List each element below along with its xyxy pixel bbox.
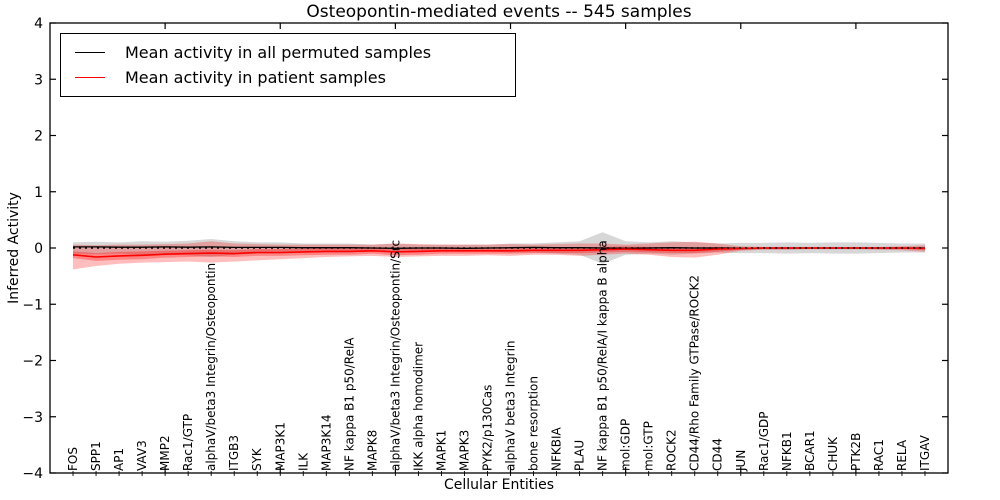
legend-line-sample-patient: [75, 77, 105, 78]
y-tick-label: −2: [22, 354, 43, 370]
legend: Mean activity in all permuted samples Me…: [60, 33, 516, 97]
chart-title: Osteopontin-mediated events -- 545 sampl…: [306, 2, 692, 22]
x-entity-label: alphaV beta3 Integrin: [504, 340, 518, 471]
x-entity-label: CHUK: [826, 436, 840, 471]
x-entity-label: IKK alpha homodimer: [411, 342, 425, 471]
x-entity-label: MAP3K1: [273, 422, 287, 471]
legend-line-sample-permuted: [75, 52, 105, 53]
x-entity-label: NFKBIA: [550, 426, 564, 471]
y-tick-label: −4: [22, 466, 43, 482]
legend-item-permuted: Mean activity in all permuted samples: [75, 43, 515, 62]
x-entity-label: Rac1/GTP: [181, 414, 195, 471]
legend-label-patient: Mean activity in patient samples: [125, 68, 386, 87]
x-entity-label: alphaV/beta3 Integrin/Osteopontin: [204, 263, 218, 471]
x-entity-label: PLAU: [573, 440, 587, 471]
x-entity-label: NFKB1: [780, 431, 794, 471]
x-entity-label: mol:GTP: [642, 421, 656, 471]
x-entity-label: MMP2: [158, 435, 172, 471]
x-entity-label: Rac1/GDP: [757, 412, 771, 471]
x-entity-label: JUN: [734, 450, 748, 472]
y-tick-label: 4: [34, 16, 43, 32]
x-entity-label: SYK: [250, 447, 264, 471]
legend-item-patient: Mean activity in patient samples: [75, 68, 515, 87]
x-entity-label: PYK2/p130Cas: [480, 385, 494, 471]
x-entity-label: NF kappa B1 p50/RelA/I kappa B alpha: [596, 240, 610, 471]
x-entity-label: VAV3: [135, 440, 149, 471]
y-axis-label: Inferred Activity: [6, 192, 22, 304]
x-entity-label: bone resorption: [527, 376, 541, 471]
x-entity-label: CD44/Rho Family GTPase/ROCK2: [688, 275, 702, 471]
x-entity-label: RELA: [895, 439, 909, 471]
y-tick-label: 3: [34, 72, 43, 88]
x-entity-label: ILK: [296, 452, 310, 471]
y-tick-label: 0: [34, 241, 43, 257]
y-tick-label: −1: [22, 297, 43, 313]
y-tick-label: −3: [22, 410, 43, 426]
x-entity-label: CD44: [711, 438, 725, 471]
x-entity-label: ROCK2: [665, 429, 679, 471]
x-entity-label: MAPK3: [457, 430, 471, 471]
x-entity-label: SPP1: [89, 441, 103, 471]
y-tick-label: 1: [34, 185, 43, 201]
x-entity-label: ITGAV: [918, 434, 932, 471]
x-axis-label: Cellular Entities: [443, 477, 555, 493]
x-entity-label: MAPK1: [434, 430, 448, 471]
x-entity-label: mol:GDP: [619, 419, 633, 471]
x-entity-label: PTK2B: [849, 433, 863, 471]
x-entity-label: FOS: [66, 447, 80, 471]
y-tick-label: 2: [34, 129, 43, 145]
x-entity-label: alphaV/beta3 Integrin/Osteopontin/Src: [388, 240, 402, 471]
x-entity-label: ITGB3: [227, 435, 241, 471]
x-entity-label: RAC1: [872, 439, 886, 471]
x-entity-label: BCAR1: [803, 430, 817, 471]
x-entity-label: NF kappa B1 p50/RelA: [342, 337, 356, 471]
x-entity-label: MAP3K14: [319, 414, 333, 471]
x-entity-label: MAPK8: [365, 430, 379, 471]
legend-label-permuted: Mean activity in all permuted samples: [125, 43, 432, 62]
x-entity-label: AP1: [112, 448, 126, 471]
